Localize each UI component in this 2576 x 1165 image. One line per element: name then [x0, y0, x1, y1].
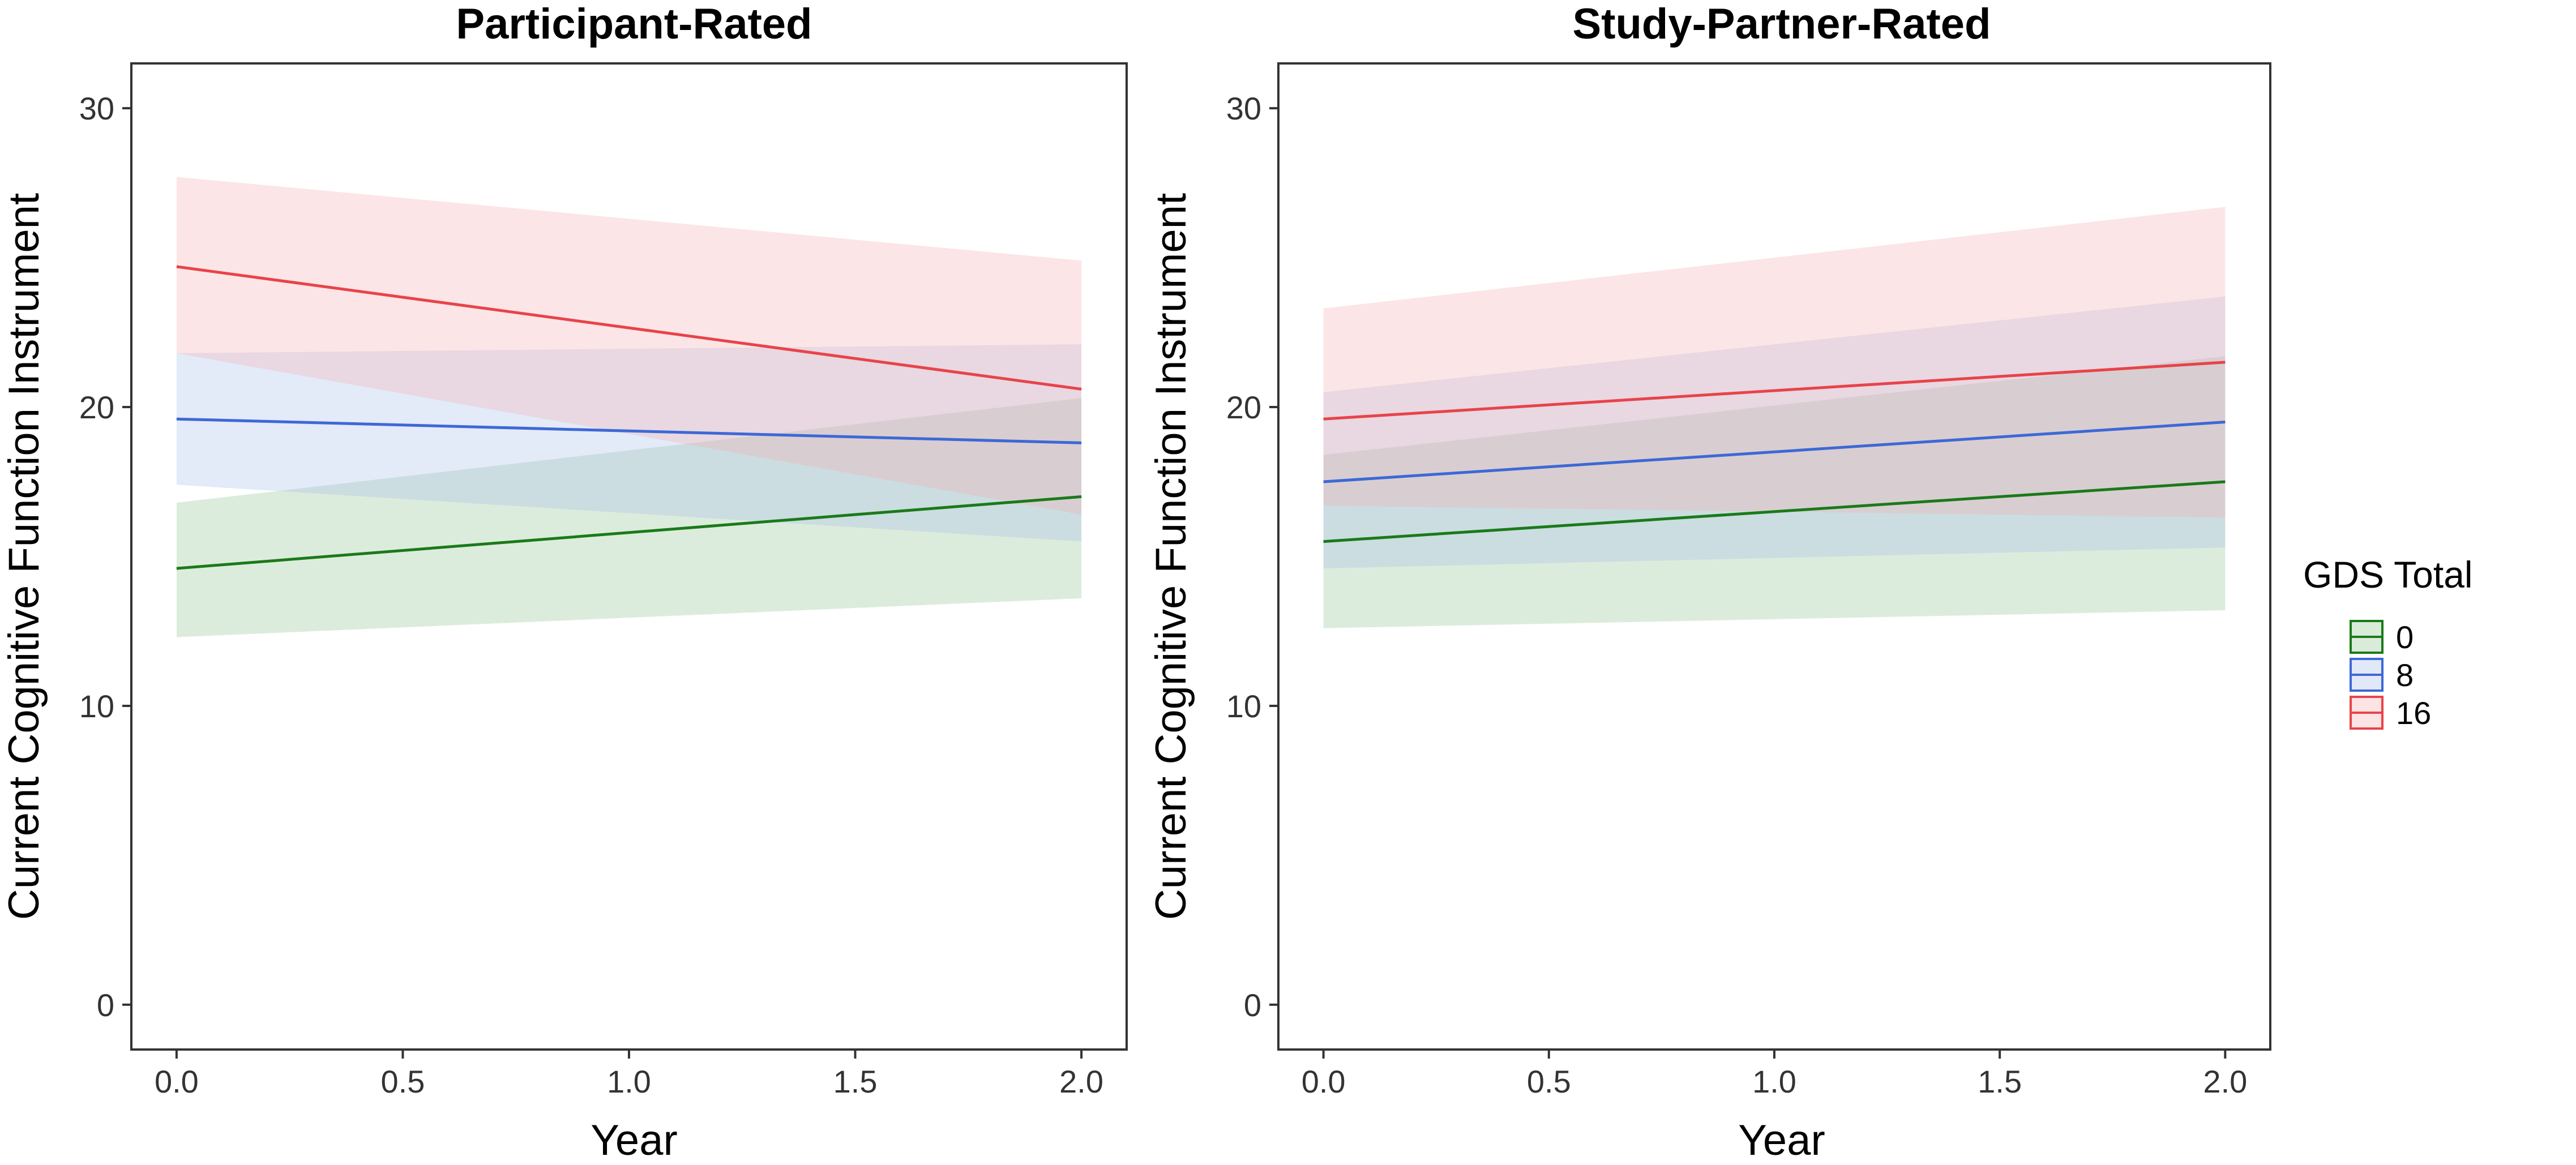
x-tick-label: 1.0 — [1752, 1064, 1796, 1099]
legend: GDS Total 0 8 16 — [2303, 554, 2473, 731]
panel-participant-rated: Participant-Rated 0 10 20 30 0.0 0.5 1.0 1.5 2.0… — [0, 0, 1128, 1164]
y-tick-label: 20 — [1226, 389, 1261, 425]
legend-label: 0 — [2396, 619, 2414, 655]
x-tick-label: 1.5 — [833, 1064, 878, 1099]
series-line-gds-0 — [176, 495, 1082, 570]
confidence-band-gds-16 — [1323, 207, 2226, 518]
legend-label: 16 — [2396, 695, 2431, 731]
ticks-layer: 0 10 20 30 0.0 0.5 1.0 1.5 2.0 — [79, 91, 1103, 1099]
series-line-gds-8 — [176, 417, 1082, 444]
confidence-band-gds-8 — [1323, 296, 2226, 569]
x-tick-label: 0.0 — [1302, 1064, 1346, 1099]
y-tick-label: 0 — [97, 987, 114, 1023]
y-axis-label: Current Cognitive Function Instrument — [0, 193, 48, 920]
confidence-band-gds-16 — [176, 177, 1082, 515]
ticks-layer: 0 10 20 30 0.0 0.5 1.0 1.5 2.0 — [1226, 91, 2248, 1099]
x-tick-label: 2.0 — [2203, 1064, 2247, 1099]
x-tick-label: 0.0 — [155, 1064, 199, 1099]
series-line-gds-16 — [176, 265, 1082, 391]
confidence-band-gds-0 — [176, 398, 1082, 637]
series-line-gds-16 — [1323, 361, 2226, 421]
series-layer — [176, 177, 1082, 637]
legend-title: GDS Total — [2303, 554, 2473, 596]
x-tick-label: 2.0 — [1059, 1064, 1103, 1099]
y-tick-label: 0 — [1244, 987, 1261, 1023]
y-tick-label: 10 — [79, 688, 114, 724]
y-tick-label: 20 — [79, 389, 114, 425]
series-line-gds-8 — [1323, 421, 2226, 483]
series-line-gds-0 — [1323, 480, 2226, 543]
y-tick-label: 10 — [1226, 688, 1261, 724]
y-axis-label: Current Cognitive Function Instrument — [1147, 193, 1195, 920]
chart-title: Study-Partner-Rated — [1573, 0, 1991, 48]
legend-item: 8 — [2350, 657, 2414, 693]
x-axis-label: Year — [1738, 1116, 1825, 1164]
series-layer — [1323, 207, 2226, 628]
y-tick-label: 30 — [1226, 91, 1261, 126]
legend-label: 8 — [2396, 657, 2414, 693]
confidence-band-gds-8 — [176, 344, 1082, 542]
x-axis-label: Year — [590, 1116, 678, 1164]
x-tick-label: 1.5 — [1978, 1064, 2022, 1099]
x-tick-label: 1.0 — [607, 1064, 651, 1099]
legend-item: 0 — [2350, 619, 2414, 655]
chart-title: Participant-Rated — [456, 0, 812, 48]
legend-item: 16 — [2350, 695, 2431, 731]
x-tick-label: 0.5 — [1527, 1064, 1571, 1099]
confidence-band-gds-0 — [1323, 356, 2226, 628]
x-tick-label: 0.5 — [381, 1064, 425, 1099]
panel-study-partner-rated: Study-Partner-Rated 0 10 20 30 0.0 0.5 1.0 1.5 2… — [1147, 0, 2271, 1164]
y-tick-label: 30 — [79, 91, 114, 126]
